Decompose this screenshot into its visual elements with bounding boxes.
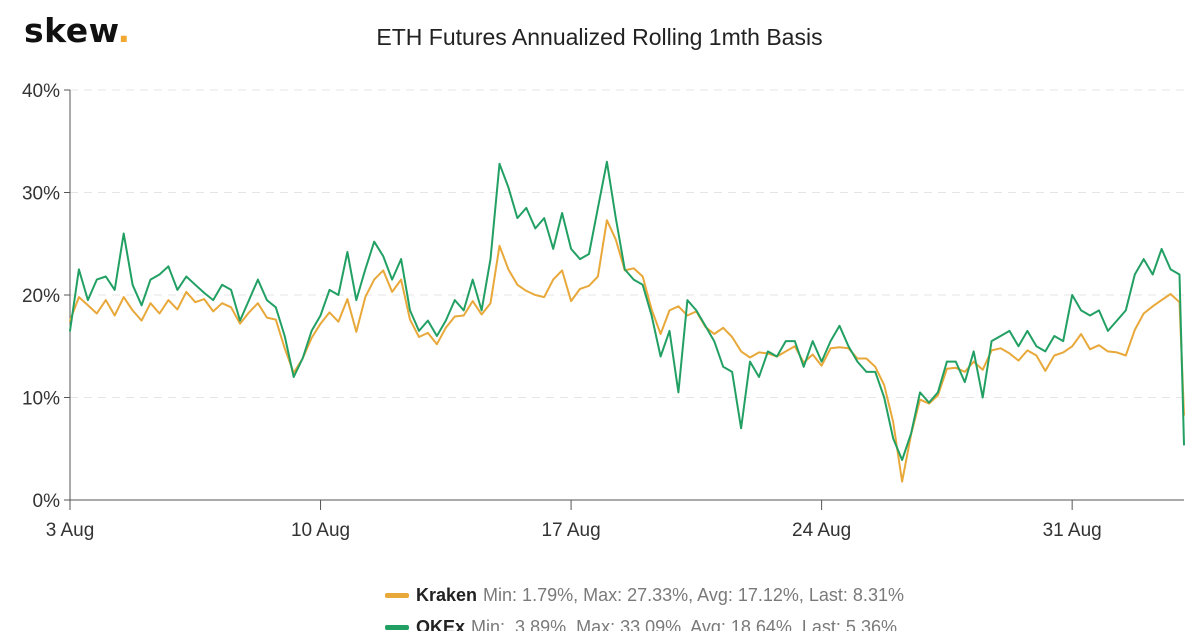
legend-name-kraken: Kraken [416,585,478,605]
legend-swatch-kraken [385,592,410,598]
chart-title: ETH Futures Annualized Rolling 1mth Basi… [376,24,823,50]
logo-text: skew [24,11,118,50]
y-tick-label: 40% [22,81,60,102]
y-tick-label: 20% [22,286,60,307]
series-lines [69,160,1185,483]
legend-item-okex[interactable]: OKEx Min: 3.89%, Max: 33.09%, Avg: 18.64%… [355,594,897,631]
x-tick-label: 17 Aug [541,520,600,541]
x-tick-label: 31 Aug [1043,520,1102,541]
series-line-okex[interactable] [69,160,1185,461]
legend-stats-okex: Min: 3.89%, Max: 33.09%, Avg: 18.64%, La… [471,617,897,631]
legend-name-okex: OKEx [416,617,466,631]
logo-dot: . [117,11,131,50]
grid-lines [70,89,1184,398]
series-line-kraken[interactable] [69,219,1185,483]
y-tick-label: 30% [22,184,60,205]
y-axis: 0% 10% 20% 30% 40% [22,81,71,512]
y-tick-label: 10% [22,389,60,410]
x-tick-label: 10 Aug [291,520,350,541]
legend-item-kraken[interactable]: Kraken Min: 1.79%, Max: 27.33%, Avg: 17.1… [355,562,904,605]
x-tick-label: 24 Aug [792,520,851,541]
skew-logo: skew. [24,14,131,47]
x-tick-label: 3 Aug [46,520,95,541]
legend-stats-kraken: Min: 1.79%, Max: 27.33%, Avg: 17.12%, La… [483,585,904,605]
x-axis: 3 Aug 10 Aug 17 Aug 24 Aug 31 Aug [46,499,1184,541]
legend-swatch-okex [385,624,410,630]
y-tick-label: 0% [33,491,61,512]
